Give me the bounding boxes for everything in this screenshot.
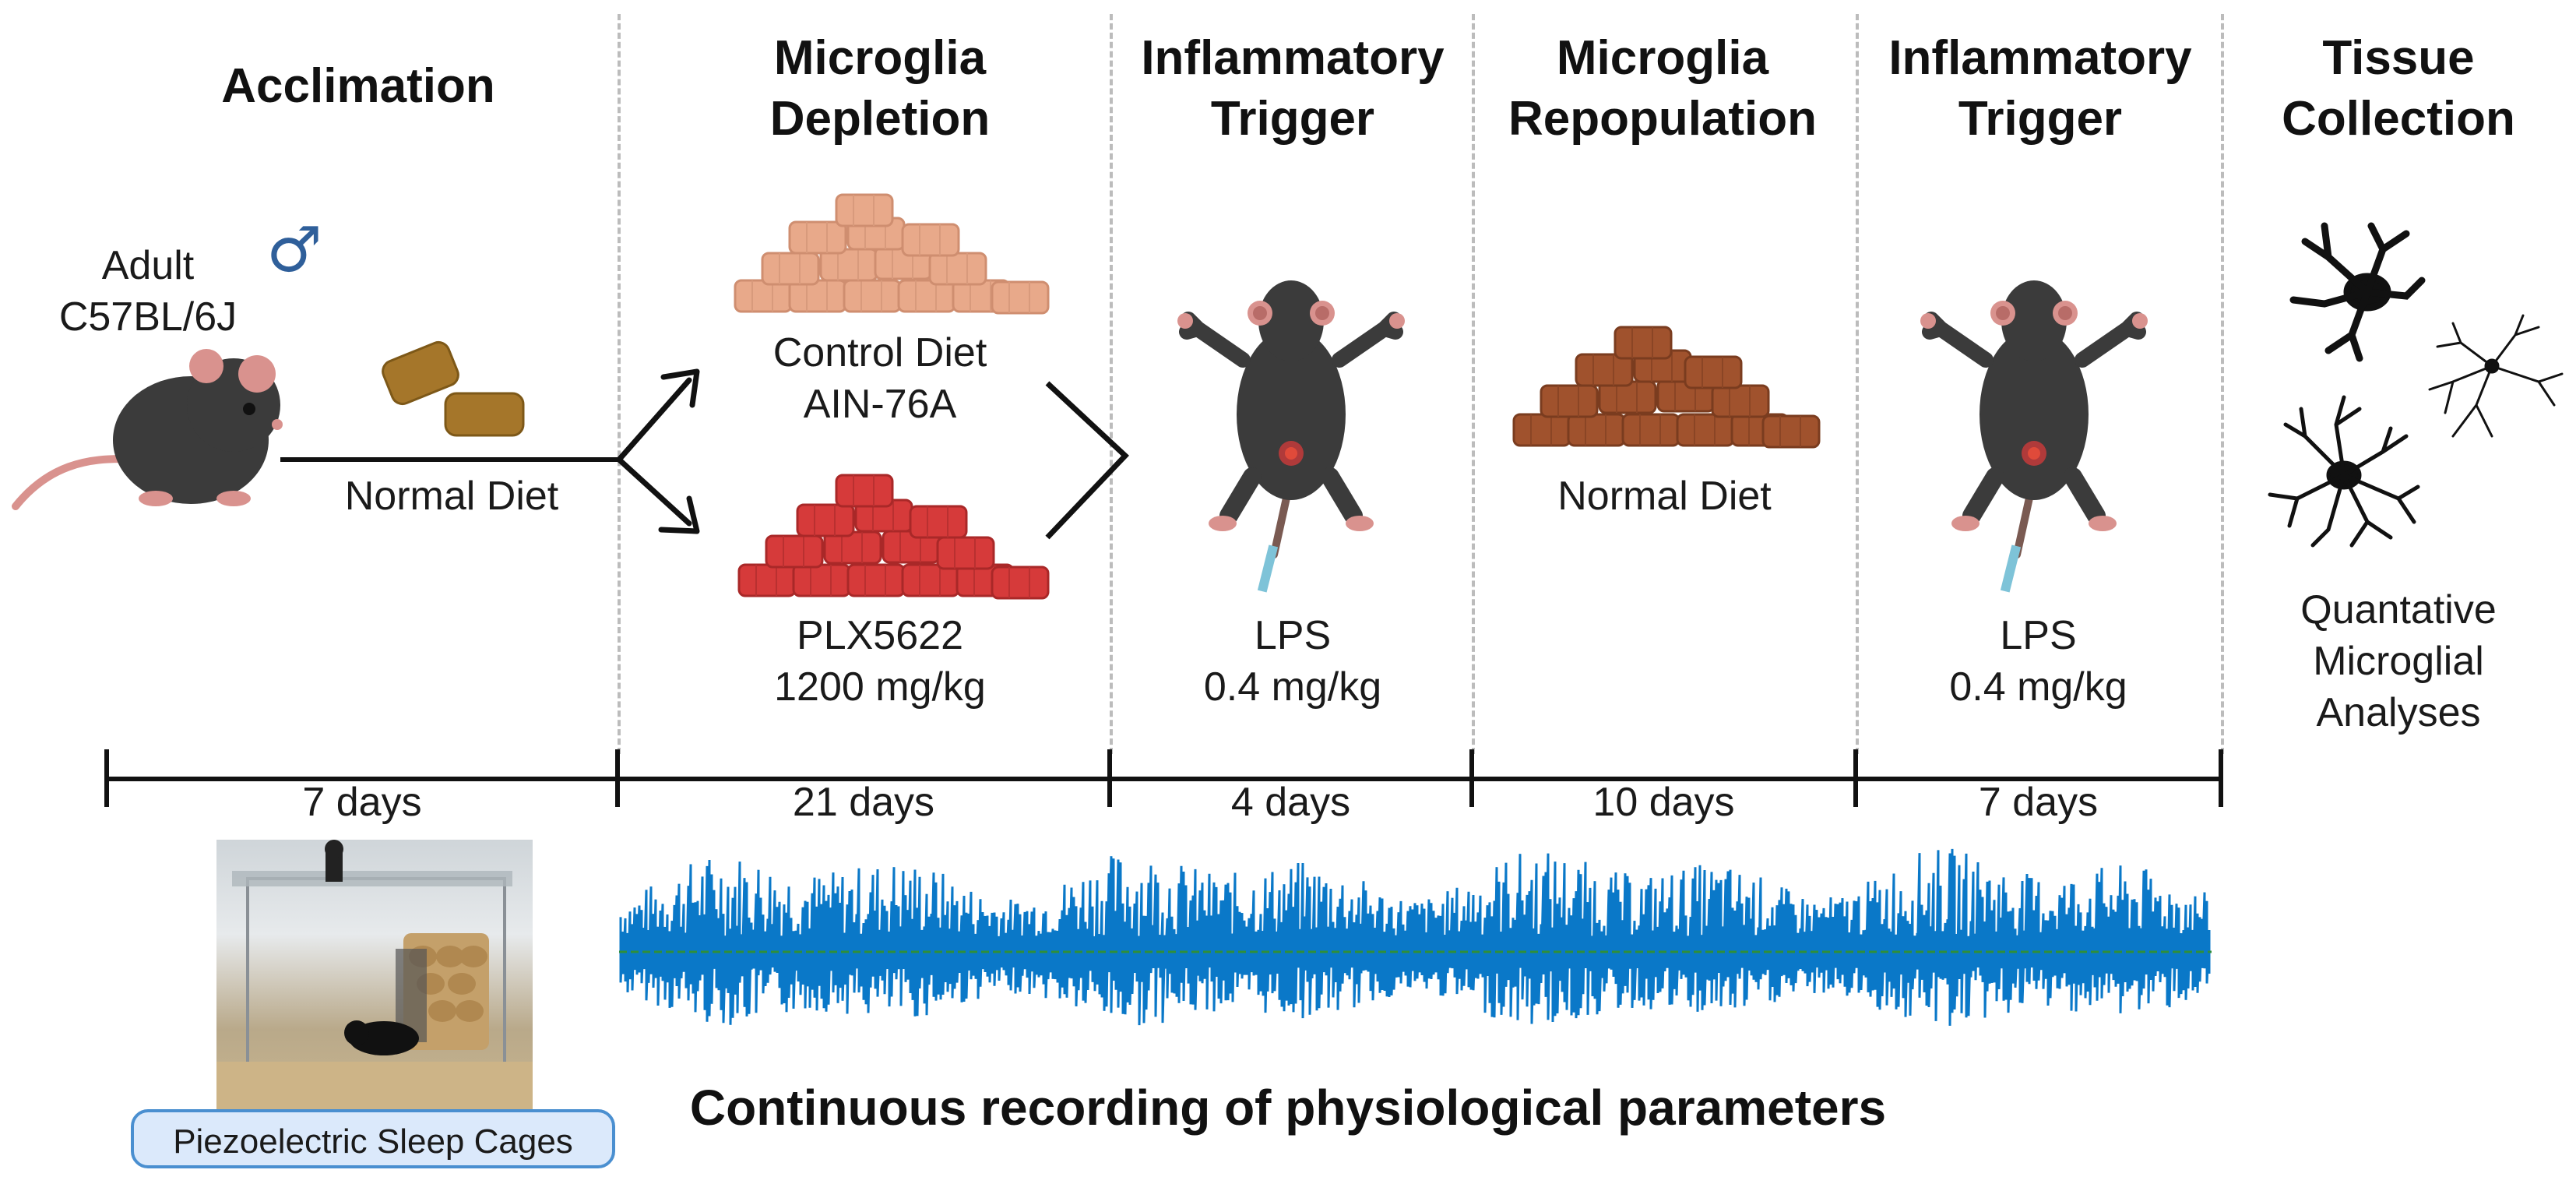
repopulation-diet-label: Normal Diet xyxy=(1557,474,1772,519)
header-inflammatory-trigger-1: Inflammatory Trigger xyxy=(1141,31,1445,146)
control-diet-pellets-icon xyxy=(734,193,1050,315)
duration-label: 4 days xyxy=(1230,780,1351,825)
sleep-cage-badge: Piezoelectric Sleep Cages xyxy=(131,1109,615,1168)
recording-caption: Continuous recording of physiological pa… xyxy=(689,1080,1887,1136)
acclimation-diet-label: Normal Diet xyxy=(344,474,559,519)
phase-separator xyxy=(618,14,621,754)
lps-injected-mouse-icon xyxy=(1177,280,1405,593)
header-acclimation: Acclimation xyxy=(221,59,495,113)
mouse-icon xyxy=(12,349,283,510)
normal-diet-pellets-icon xyxy=(1512,326,1821,449)
duration-label: 21 days xyxy=(792,780,935,825)
phase-separator xyxy=(1856,14,1859,754)
header-microglia-repopulation: Microglia Repopulation xyxy=(1508,31,1818,146)
merge-chevron-icon xyxy=(1045,381,1129,540)
phase-separator xyxy=(2221,14,2224,754)
lps-injected-mouse-icon xyxy=(1920,280,2148,593)
header-tissue-collection: Tissue Collection xyxy=(2282,31,2515,146)
duration-label: 7 days xyxy=(1978,780,2099,825)
microglia-cells-icon xyxy=(2268,222,2564,548)
lps-dose-label: LPS 0.4 mg/kg xyxy=(1949,613,2127,710)
branch-arrows-icon xyxy=(616,368,700,534)
timeline-axis xyxy=(104,749,2223,807)
recording-signal-chart xyxy=(619,848,2212,1044)
lps-dose-label: LPS 0.4 mg/kg xyxy=(1203,613,1382,710)
duration-label: 7 days xyxy=(302,780,422,825)
recording-signal-trace xyxy=(619,848,2211,1026)
header-microglia-depletion: Microglia Depletion xyxy=(769,31,991,146)
plx5622-dose-label: PLX5622 1200 mg/kg xyxy=(774,613,986,710)
mouse-strain-label: Adult C57BL/6J xyxy=(58,243,238,340)
control-diet-label: Control Diet AIN-76A xyxy=(772,330,987,427)
phase-separator xyxy=(1110,14,1113,754)
sleep-cage-photo xyxy=(216,840,533,1111)
plx5622-diet-pellets-icon xyxy=(737,474,1050,600)
phase-separator xyxy=(1472,14,1475,754)
analysis-label: Quantative Microglial Analyses xyxy=(2300,587,2497,735)
male-symbol-icon: ♂ xyxy=(266,213,322,286)
normal-diet-pellets-icon xyxy=(382,340,525,437)
header-inflammatory-trigger-2: Inflammatory Trigger xyxy=(1888,31,2192,146)
duration-label: 10 days xyxy=(1592,780,1735,825)
